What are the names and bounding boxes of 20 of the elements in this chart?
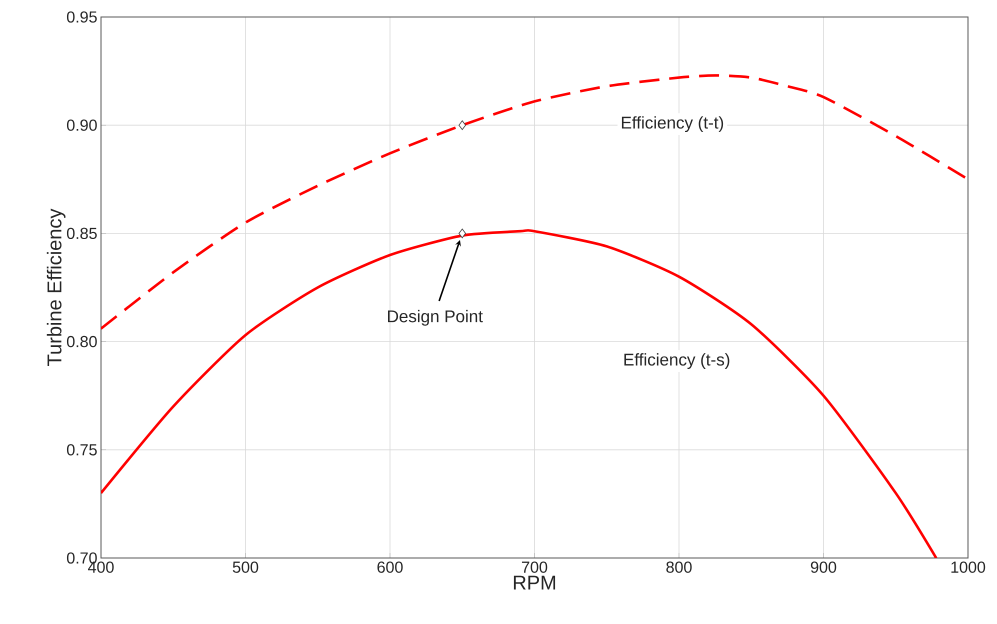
y-tick-label: 0.75 — [66, 444, 97, 456]
x-tick-label: 700 — [522, 562, 548, 573]
x-tick-label: 800 — [666, 562, 692, 573]
line-series — [101, 230, 938, 558]
y-tick-label: 0.85 — [66, 228, 97, 240]
annotation: Design Point — [388, 310, 483, 326]
x-tick-label: 400 — [88, 562, 114, 573]
y-tick-label: 0.95 — [66, 11, 97, 23]
text: Efficiency (t-s) — [624, 353, 730, 369]
x-tick-label: 900 — [810, 562, 836, 573]
x-axis-title: RPM — [514, 576, 556, 590]
x-tick-label: 500 — [232, 562, 258, 573]
x-tick-label: 600 — [377, 562, 403, 573]
series-label: Efficiency (t-t) — [622, 116, 724, 132]
y-axis-title: Turbine Efficiency — [46, 208, 66, 366]
y-tick-label: 0.70 — [66, 552, 97, 564]
y-tick-label: 0.90 — [66, 120, 97, 131]
line-series — [101, 74, 968, 330]
x-tick-label: 1000 — [951, 562, 986, 573]
y-tick-label: 0.80 — [66, 336, 97, 348]
